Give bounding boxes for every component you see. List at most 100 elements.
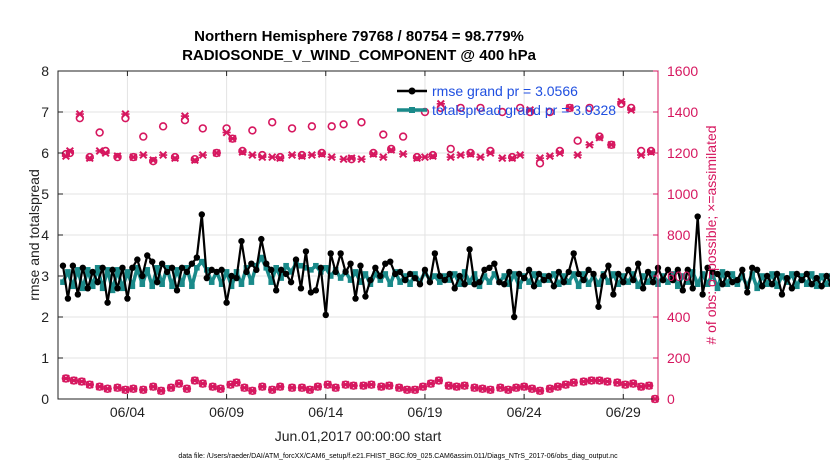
rmse-point-65 bbox=[382, 260, 389, 267]
rmse-point-14 bbox=[129, 264, 136, 271]
obs-assimilated-17 bbox=[222, 128, 231, 137]
obs-assimilated-13 bbox=[180, 112, 190, 121]
rmse-point-144 bbox=[773, 270, 781, 278]
totalspread-point-19 bbox=[154, 265, 160, 271]
rmse-point-82 bbox=[466, 246, 473, 253]
obs-low-assimilated-55 bbox=[535, 386, 545, 395]
rmse-point-58 bbox=[347, 260, 354, 267]
y-right-tick-label-2: 400 bbox=[667, 309, 691, 325]
rmse-point-16 bbox=[139, 272, 146, 280]
totalspread-point-18 bbox=[149, 283, 156, 290]
totalspread-point-148 bbox=[794, 283, 800, 290]
obs-possible-55 bbox=[595, 132, 604, 141]
totalspread-point-130 bbox=[704, 281, 711, 287]
obs-assimilated-29 bbox=[339, 155, 348, 164]
rmse-point-88 bbox=[496, 278, 503, 286]
obs-possible-32 bbox=[369, 148, 378, 158]
obs-low-assimilated-59 bbox=[569, 378, 578, 387]
legend-rmse-marker bbox=[408, 87, 416, 95]
totalspread-point-141 bbox=[759, 273, 765, 279]
rmse-point-131 bbox=[709, 268, 716, 276]
totalspread-point-91 bbox=[511, 271, 517, 277]
obs-assimilated-9 bbox=[139, 151, 148, 160]
rmse-point-105 bbox=[580, 276, 587, 284]
totalspread-point-25 bbox=[184, 265, 190, 271]
rmse-point-5 bbox=[84, 285, 91, 292]
rmse-point-21 bbox=[163, 268, 171, 276]
rmse-point-20 bbox=[158, 260, 166, 267]
obs-assimilated-49 bbox=[535, 154, 545, 163]
totalspread-point-136 bbox=[734, 281, 741, 287]
rmse-point-146 bbox=[783, 274, 791, 282]
rmse-point-124 bbox=[674, 266, 682, 274]
rmse-point-43 bbox=[272, 287, 280, 294]
obs-assimilated-58 bbox=[627, 105, 636, 114]
totalspread-point-105 bbox=[580, 271, 587, 277]
rmse-point-116 bbox=[634, 260, 642, 267]
rmse-point-67 bbox=[391, 270, 399, 278]
totalspread-point-135 bbox=[729, 271, 736, 277]
rmse-point-133 bbox=[719, 281, 726, 288]
obs-possible-23 bbox=[275, 152, 285, 162]
rmse-point-140 bbox=[753, 266, 761, 274]
totalspread-point-138 bbox=[744, 283, 751, 290]
obs-low-assimilated-27 bbox=[297, 383, 307, 392]
totalspread-point-7 bbox=[94, 265, 101, 271]
totalspread-point-154 bbox=[823, 281, 830, 287]
obs-low-assimilated-13 bbox=[174, 379, 184, 388]
obs-low-assimilated-67 bbox=[637, 382, 646, 391]
totalspread-point-112 bbox=[615, 281, 622, 287]
totalspread-point-33 bbox=[223, 269, 230, 275]
totalspread-point-56 bbox=[337, 275, 344, 281]
totalspread-point-123 bbox=[670, 271, 676, 277]
rmse-point-109 bbox=[600, 272, 607, 280]
totalspread-point-85 bbox=[481, 273, 488, 279]
obs-possible-22 bbox=[268, 118, 277, 127]
obs-low-assimilated-29 bbox=[313, 382, 322, 391]
totalspread-point-144 bbox=[774, 283, 780, 290]
rmse-point-1 bbox=[64, 295, 72, 302]
totalspread-point-12 bbox=[119, 285, 126, 292]
obs-possible-20 bbox=[248, 126, 257, 135]
totalspread-point-103 bbox=[570, 271, 577, 277]
totalspread-point-66 bbox=[387, 281, 394, 287]
obs-count-series bbox=[61, 97, 660, 404]
totalspread-point-90 bbox=[506, 281, 513, 287]
rmse-point-128 bbox=[694, 213, 701, 220]
totalspread-point-102 bbox=[565, 279, 572, 285]
obs-low-assimilated-24 bbox=[268, 385, 277, 394]
obs-low-assimilated-65 bbox=[621, 380, 630, 389]
rmse-point-123 bbox=[669, 276, 677, 284]
rmse-point-30 bbox=[208, 266, 215, 274]
obs-assimilated-14 bbox=[190, 156, 199, 165]
obs-low-assimilated-48 bbox=[478, 384, 487, 393]
totalspread-point-89 bbox=[501, 273, 508, 279]
obs-low-assimilated-51 bbox=[504, 385, 513, 394]
obs-possible-11 bbox=[158, 122, 168, 131]
x-tick-label-3: 06/19 bbox=[407, 404, 442, 420]
obs-low-assimilated-4 bbox=[95, 382, 104, 391]
totalspread-point-48 bbox=[298, 262, 304, 269]
rmse-point-18 bbox=[149, 258, 156, 265]
obs-assimilated-5 bbox=[101, 148, 110, 158]
obs-assimilated-56 bbox=[607, 140, 616, 149]
totalspread-point-137 bbox=[739, 273, 746, 279]
obs-possible-42 bbox=[466, 148, 475, 158]
obs-possible-15 bbox=[198, 124, 207, 133]
totalspread-point-69 bbox=[402, 273, 408, 279]
rmse-point-108 bbox=[595, 303, 602, 310]
y-left-tick-label-0: 0 bbox=[41, 391, 49, 407]
obs-assimilated-48 bbox=[525, 105, 535, 114]
y-axis-right-label: # of obs: o=possible; ×=assimilated bbox=[703, 125, 719, 344]
rmse-point-38 bbox=[248, 260, 255, 267]
obs-low-assimilated-42 bbox=[426, 379, 435, 388]
y-left-tick-label-2: 2 bbox=[41, 309, 49, 325]
totalspread-point-58 bbox=[347, 277, 354, 283]
rmse-point-25 bbox=[183, 268, 191, 276]
obs-low-assimilated-38 bbox=[395, 383, 404, 392]
y-left-tick-label-3: 3 bbox=[41, 268, 49, 284]
obs-possible-9 bbox=[139, 132, 148, 141]
totalspread-point-153 bbox=[818, 273, 825, 279]
obs-possible-54 bbox=[585, 103, 594, 113]
